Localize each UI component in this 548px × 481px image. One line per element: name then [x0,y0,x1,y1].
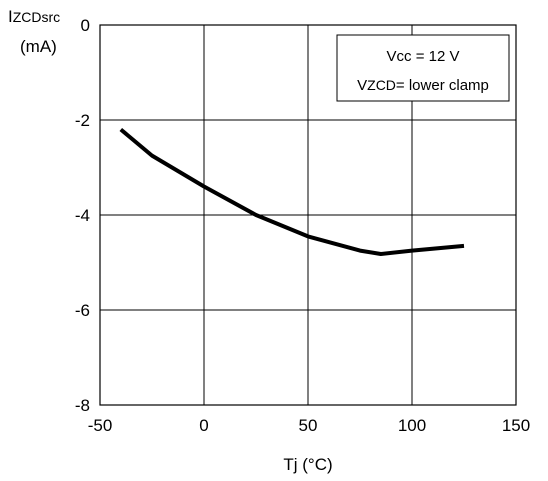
x-tick-label: 100 [398,416,426,435]
plot-frame [99,24,517,406]
annotation-box [336,34,510,102]
series-line [119,127,465,256]
y-axis-ticks: 0 -2 -4 -6 -8 [75,16,90,415]
x-axis-ticks: -50 0 50 100 150 [88,416,530,435]
y-tick-label: -8 [75,396,90,415]
y-tick-label: -4 [75,206,90,225]
x-tick-label: 150 [502,416,530,435]
x-tick-label: -50 [88,416,113,435]
x-tick-label: 50 [299,416,318,435]
y-tick-label: -2 [75,111,90,130]
y-tick-label: 0 [81,16,90,35]
annotation-line-1: Vcc = 12 V [387,48,460,65]
x-axis-label: Tj (°C) [283,455,332,474]
annotation-line-2: VZCD= lower clamp [357,77,489,94]
y-axis-unit: (mA) [20,37,57,56]
y-axis-label: IZCDsrc [8,7,60,26]
x-tick-label: 0 [199,416,208,435]
y-tick-label: -6 [75,301,90,320]
